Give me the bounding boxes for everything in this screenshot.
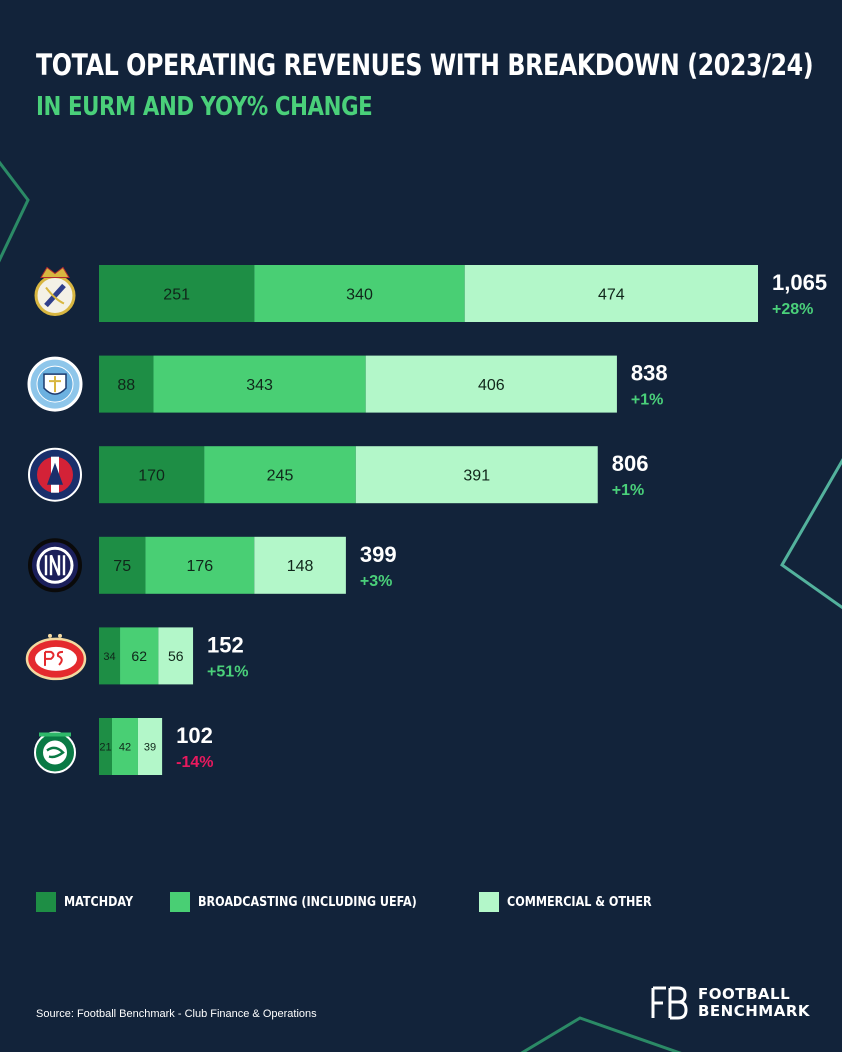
brand-line-1: FOOTBALL <box>698 985 791 1003</box>
total-label-inter: 399 <box>360 542 397 567</box>
bar-real-madrid-commercial <box>464 265 758 322</box>
bar-psv-matchday <box>99 627 121 685</box>
bar-value-sporting-cp-broadcasting: 42 <box>119 741 131 753</box>
fb-monogram-icon <box>651 986 688 1020</box>
yoy-label-paris-saint-germain: +1% <box>612 482 644 499</box>
inter-crest-icon <box>28 538 82 593</box>
total-label-real-madrid: 1,065 <box>772 270 827 295</box>
bar-value-real-madrid-broadcasting: 340 <box>346 286 373 303</box>
sporting-cp-crest-icon <box>34 731 76 774</box>
neon-line-right <box>780 458 842 610</box>
bar-value-sporting-cp-commercial: 39 <box>144 741 156 753</box>
legend-item-matchday: MATCHDAY <box>36 892 144 912</box>
bar-value-manchester-city-broadcasting: 343 <box>246 377 273 394</box>
psv-crest-icon <box>25 633 87 681</box>
bar-manchester-city-commercial <box>365 355 617 413</box>
legend-swatch-broadcasting <box>170 892 191 912</box>
yoy-label-real-madrid: +28% <box>772 301 813 318</box>
bar-value-inter-commercial: 148 <box>287 558 314 575</box>
bar-value-sporting-cp-matchday: 21 <box>99 741 111 753</box>
total-label-paris-saint-germain: 806 <box>612 451 649 476</box>
bar-inter-broadcasting <box>145 536 255 594</box>
neon-line-bottom <box>520 1016 682 1052</box>
bar-sporting-cp-broadcasting <box>111 718 138 775</box>
bar-value-paris-saint-germain-matchday: 170 <box>138 467 165 484</box>
legend-item-commercial: COMMERCIAL & OTHER <box>478 892 675 912</box>
legend: MATCHDAY BROADCASTING (INCLUDING UEFA) C… <box>36 892 701 912</box>
brand-logo: FOOTBALL BENCHMARK <box>650 986 810 1020</box>
yoy-label-psv: +51% <box>207 663 248 680</box>
bars: 251 340 474 88 343 406 170 245 391 75 176 148 34 62 56… <box>99 265 758 775</box>
total-labels: 1,065 +28% 838 +1% 806 +1% 399 +3% 152 +51% 102 -14… <box>176 270 827 771</box>
neon-line-left <box>0 160 30 263</box>
bar-real-madrid-broadcasting <box>254 265 465 322</box>
brand-name: FOOTBALL BENCHMARK <box>698 986 810 1020</box>
bar-value-paris-saint-germain-broadcasting: 245 <box>267 467 294 484</box>
total-label-manchester-city: 838 <box>631 361 668 386</box>
total-label-psv: 152 <box>207 632 244 657</box>
legend-label-broadcasting: BROADCASTING (INCLUDING UEFA) <box>198 894 418 910</box>
psg-crest-icon <box>28 447 82 502</box>
real-madrid-crest-icon <box>34 266 76 316</box>
bar-psv-commercial <box>158 627 194 685</box>
bar-value-psv-matchday: 34 <box>103 651 115 663</box>
bar-inter-commercial <box>254 536 346 594</box>
bar-paris-saint-germain-broadcasting <box>204 446 356 504</box>
bar-value-real-madrid-matchday: 251 <box>163 286 190 303</box>
bar-value-psv-commercial: 56 <box>168 648 184 664</box>
bar-value-inter-broadcasting: 176 <box>187 558 214 575</box>
bar-value-paris-saint-germain-commercial: 391 <box>463 467 490 484</box>
bar-paris-saint-germain-commercial <box>355 446 598 504</box>
yoy-label-inter: +3% <box>360 573 392 590</box>
club-crests <box>25 266 87 774</box>
bar-manchester-city-matchday <box>99 355 154 413</box>
source-note: Source: Football Benchmark - Club Financ… <box>36 1008 317 1020</box>
bar-value-real-madrid-commercial: 474 <box>598 286 625 303</box>
bar-inter-matchday <box>99 536 146 594</box>
chart-subtitle: IN EURM AND YOY% CHANGE <box>36 92 373 122</box>
bar-paris-saint-germain-matchday <box>99 446 205 504</box>
legend-swatch-matchday <box>36 892 56 912</box>
bar-psv-broadcasting <box>120 627 159 685</box>
manchester-city-crest-icon <box>27 356 83 412</box>
bar-value-manchester-city-matchday: 88 <box>117 377 135 394</box>
bar-value-psv-broadcasting: 62 <box>131 648 147 664</box>
total-label-sporting-cp: 102 <box>176 723 213 748</box>
legend-item-broadcasting: BROADCASTING (INCLUDING UEFA) <box>170 892 452 912</box>
bar-manchester-city-broadcasting <box>153 355 366 413</box>
chart-title: TOTAL OPERATING REVENUES WITH BREAKDOWN … <box>36 48 814 82</box>
legend-label-commercial: COMMERCIAL & OTHER <box>506 894 652 910</box>
yoy-label-manchester-city: +1% <box>631 392 663 409</box>
bar-sporting-cp-commercial <box>137 718 163 775</box>
bar-value-inter-matchday: 75 <box>113 558 131 575</box>
bar-real-madrid-matchday <box>99 265 255 322</box>
brand-line-2: BENCHMARK <box>698 1002 811 1020</box>
bar-value-manchester-city-commercial: 406 <box>478 377 505 394</box>
legend-label-matchday: MATCHDAY <box>64 894 134 910</box>
bar-sporting-cp-matchday <box>99 718 112 775</box>
yoy-label-sporting-cp: -14% <box>176 754 213 771</box>
legend-swatch-commercial <box>478 892 499 912</box>
